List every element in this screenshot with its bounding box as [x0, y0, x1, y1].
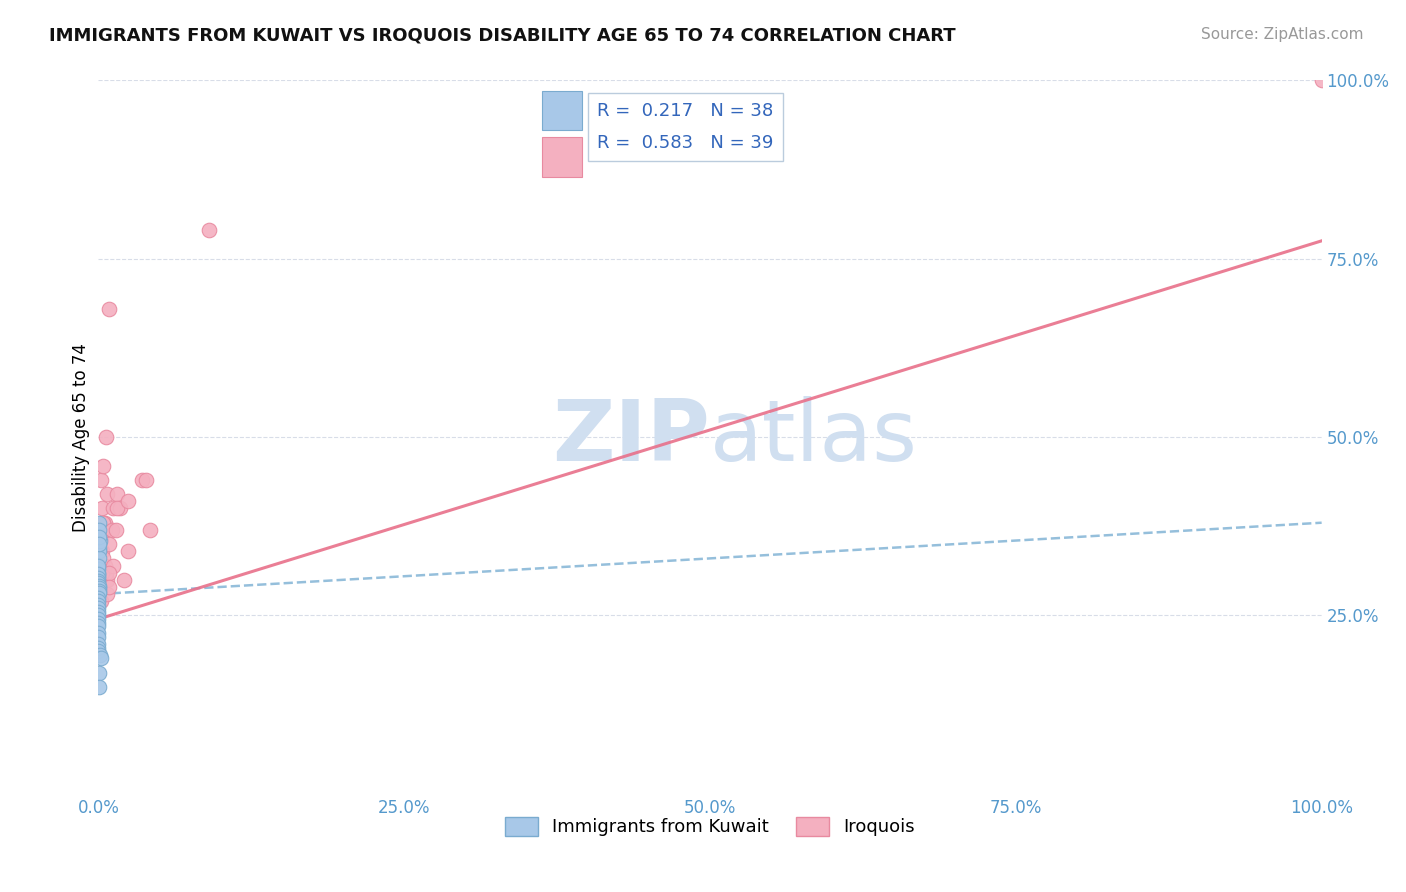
- Point: [87, 567, 110, 582]
- Point: [89, 541, 111, 555]
- Point: [87, 585, 110, 599]
- Text: R =  0.217   N = 38
R =  0.583   N = 39: R = 0.217 N = 38 R = 0.583 N = 39: [598, 102, 773, 152]
- Point: [98, 301, 121, 316]
- Text: IMMIGRANTS FROM KUWAIT VS IROQUOIS DISABILITY AGE 65 TO 74 CORRELATION CHART: IMMIGRANTS FROM KUWAIT VS IROQUOIS DISAB…: [49, 27, 956, 45]
- Point: [1310, 73, 1333, 87]
- Point: [87, 516, 110, 530]
- Point: [112, 573, 135, 587]
- FancyBboxPatch shape: [543, 91, 582, 130]
- Point: [87, 530, 110, 544]
- Point: [91, 516, 114, 530]
- Point: [197, 223, 219, 237]
- Point: [96, 573, 118, 587]
- Point: [87, 578, 110, 592]
- Point: [93, 523, 115, 537]
- Point: [87, 558, 110, 573]
- Point: [93, 516, 115, 530]
- Point: [87, 612, 110, 626]
- Point: [87, 569, 110, 583]
- Point: [87, 640, 110, 655]
- Point: [87, 574, 110, 589]
- Point: [87, 523, 110, 537]
- Point: [104, 523, 127, 537]
- Point: [131, 473, 153, 487]
- Text: ZIP: ZIP: [553, 395, 710, 479]
- Point: [87, 608, 110, 623]
- Y-axis label: Disability Age 65 to 74: Disability Age 65 to 74: [72, 343, 90, 532]
- Point: [94, 566, 117, 580]
- Text: atlas: atlas: [710, 395, 918, 479]
- Point: [91, 566, 114, 580]
- Point: [90, 594, 112, 608]
- FancyBboxPatch shape: [543, 137, 582, 177]
- Point: [117, 544, 139, 558]
- Point: [87, 626, 110, 640]
- Point: [98, 580, 121, 594]
- Point: [101, 501, 124, 516]
- Point: [87, 576, 110, 591]
- Point: [87, 615, 110, 630]
- Point: [91, 544, 114, 558]
- Point: [87, 605, 110, 619]
- Point: [87, 619, 110, 633]
- Point: [87, 582, 110, 596]
- Point: [117, 494, 139, 508]
- Legend: Immigrants from Kuwait, Iroquois: Immigrants from Kuwait, Iroquois: [496, 808, 924, 846]
- Point: [87, 601, 110, 615]
- Point: [87, 566, 110, 580]
- Point: [87, 680, 110, 694]
- Point: [110, 501, 132, 516]
- Point: [90, 473, 112, 487]
- Point: [91, 458, 114, 473]
- Point: [96, 487, 118, 501]
- Point: [89, 533, 111, 548]
- Point: [93, 558, 115, 573]
- Point: [87, 583, 110, 598]
- Point: [98, 537, 121, 551]
- Point: [89, 551, 111, 566]
- Point: [96, 587, 118, 601]
- Point: [87, 630, 110, 644]
- Point: [87, 644, 110, 658]
- Point: [91, 516, 114, 530]
- Point: [98, 566, 121, 580]
- Point: [91, 551, 114, 566]
- Point: [93, 558, 115, 573]
- Point: [89, 665, 111, 680]
- Point: [87, 594, 110, 608]
- Text: Source: ZipAtlas.com: Source: ZipAtlas.com: [1201, 27, 1364, 42]
- Point: [87, 637, 110, 651]
- Point: [87, 562, 110, 576]
- Point: [90, 530, 112, 544]
- Point: [105, 487, 128, 501]
- Point: [91, 501, 114, 516]
- Point: [90, 651, 112, 665]
- Point: [87, 537, 110, 551]
- Point: [87, 544, 110, 558]
- Point: [87, 571, 110, 585]
- Point: [101, 523, 124, 537]
- Point: [135, 473, 157, 487]
- Point: [89, 648, 111, 662]
- Point: [87, 591, 110, 605]
- Point: [105, 501, 128, 516]
- Point: [101, 558, 124, 573]
- Point: [87, 598, 110, 612]
- Point: [94, 430, 117, 444]
- Point: [91, 523, 114, 537]
- Point: [139, 523, 162, 537]
